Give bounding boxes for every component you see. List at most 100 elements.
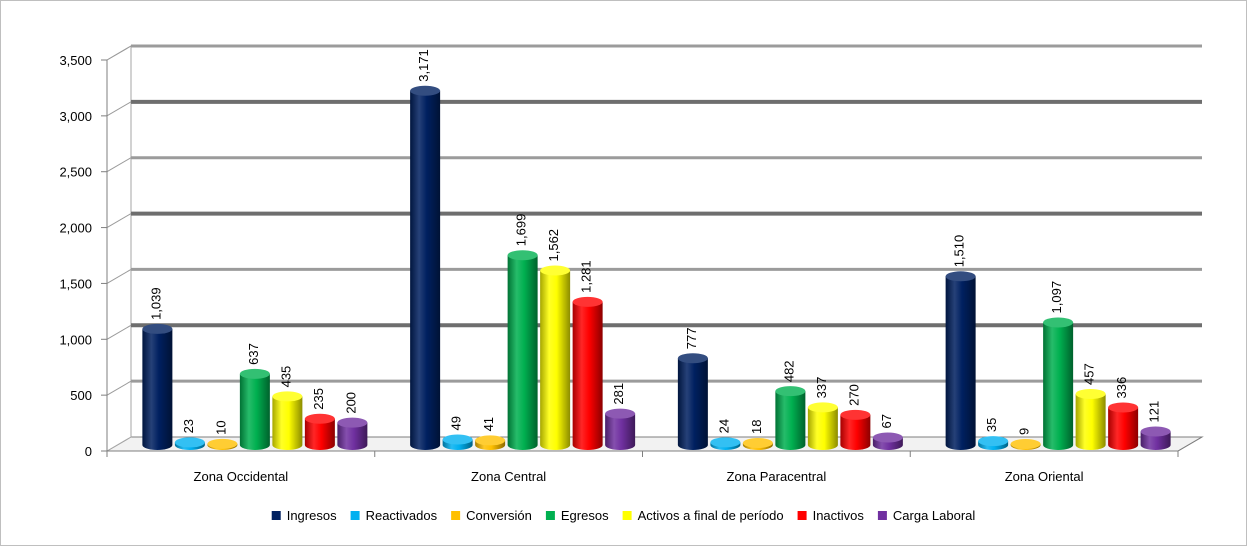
- legend-item: Activos a final de período: [622, 508, 784, 523]
- bar-body: [304, 418, 335, 450]
- gridline-side: [106, 157, 132, 173]
- bar-body: [605, 413, 636, 450]
- bar-cap: [540, 265, 571, 276]
- bar-cap: [572, 296, 603, 307]
- bar-inactivos: [304, 413, 335, 450]
- bar-cap: [304, 413, 335, 424]
- bar-cap: [840, 409, 871, 420]
- bar-body: [677, 358, 708, 450]
- bar-body: [272, 396, 303, 450]
- category-label: Zona Occidental: [194, 469, 289, 484]
- legend-label: Reactivados: [366, 508, 438, 523]
- data-label: 1,699: [514, 214, 529, 247]
- y-tick-label: 3,000: [59, 109, 92, 124]
- bar-ingresos: [142, 323, 173, 450]
- bar-cap: [742, 437, 773, 448]
- bar-activos-a-final-de-per-odo: [1075, 388, 1106, 450]
- data-label: 270: [846, 384, 861, 406]
- gridline-side: [106, 324, 132, 340]
- data-label: 281: [611, 383, 626, 405]
- legend-label: Ingresos: [287, 508, 337, 523]
- bar-inactivos: [572, 296, 603, 450]
- bar-cap: [174, 437, 205, 448]
- data-label: 235: [311, 388, 326, 410]
- bar-cap: [1075, 388, 1106, 399]
- y-tick-label: 0: [85, 444, 92, 459]
- bar-cap: [337, 417, 368, 428]
- bar-cap: [978, 436, 1009, 447]
- data-label: 1,097: [1049, 281, 1064, 314]
- legend-item: Egresos: [545, 508, 609, 523]
- data-label: 435: [278, 366, 293, 388]
- bar-cap: [775, 386, 806, 397]
- data-label: 200: [343, 392, 358, 414]
- bar-body: [572, 301, 603, 450]
- chart-walls: [105, 45, 1204, 452]
- data-label: 1,281: [579, 260, 594, 293]
- bar-body: [337, 422, 368, 450]
- bar-ingresos: [410, 85, 441, 450]
- x-axis-depth-line: [1177, 436, 1203, 452]
- bar-carga-laboral: [872, 432, 903, 450]
- bar-body: [1108, 407, 1139, 450]
- legend-item: Inactivos: [797, 508, 864, 523]
- bar-cap: [1043, 317, 1074, 328]
- legend-swatch: [622, 511, 632, 520]
- bar-activos-a-final-de-per-odo: [807, 402, 838, 450]
- data-label: 457: [1082, 363, 1097, 385]
- y-tick-label: 3,500: [59, 53, 92, 68]
- data-label: 49: [449, 416, 464, 430]
- legend-label: Conversión: [466, 508, 532, 523]
- legend-label: Egresos: [561, 508, 609, 523]
- chart-side-wall: [106, 45, 132, 452]
- legend-item: Conversión: [451, 508, 532, 523]
- y-tick-label: 1,500: [59, 276, 92, 291]
- x-axis: Zona Occidental Zona Central Zona Paracent…: [106, 436, 1203, 484]
- bar-reactivados: [978, 436, 1009, 450]
- bar-activos-a-final-de-per-odo: [540, 265, 571, 450]
- y-tick-label: 2,500: [59, 165, 92, 180]
- category-label: Zona Oriental: [1005, 469, 1084, 484]
- bar-egresos: [1043, 317, 1074, 450]
- gridlines: [106, 44, 1202, 396]
- data-label: 1,510: [952, 235, 967, 268]
- y-tick-label: 1,000: [59, 332, 92, 347]
- data-label: 777: [684, 327, 699, 349]
- gridline-side: [106, 101, 132, 117]
- bar-cap: [1140, 426, 1171, 437]
- legend-item: Ingresos: [271, 508, 337, 523]
- legend-label: Activos a final de período: [638, 508, 784, 523]
- legend-item: Carga Laboral: [877, 508, 975, 523]
- legend-item: Reactivados: [350, 508, 438, 523]
- bar-egresos: [239, 368, 270, 450]
- gridline-side: [106, 213, 132, 229]
- bar-body: [239, 373, 270, 450]
- bar-conversi-n: [1010, 438, 1041, 450]
- bar-body: [807, 407, 838, 450]
- data-label: 337: [814, 377, 829, 399]
- y-tick-label: 2,000: [59, 221, 92, 236]
- bar-cap: [1108, 402, 1139, 413]
- legend-swatch: [271, 511, 281, 520]
- bar-ingresos: [677, 353, 708, 450]
- bar-cap: [442, 434, 473, 445]
- data-label: 10: [213, 420, 228, 434]
- data-label: 336: [1114, 377, 1129, 399]
- data-label: 3,171: [416, 49, 431, 82]
- data-label: 24: [716, 419, 731, 433]
- bar-egresos: [507, 250, 538, 450]
- bar-cap: [207, 438, 238, 449]
- legend-swatch: [877, 511, 887, 520]
- bar-reactivados: [710, 437, 741, 450]
- bar-body: [1043, 322, 1074, 450]
- bar-body: [507, 255, 538, 450]
- gridline-side: [106, 268, 132, 284]
- legend-label: Carga Laboral: [893, 508, 975, 523]
- bar-cap: [239, 368, 270, 379]
- bar-cap: [710, 437, 741, 448]
- gridline-side: [106, 45, 132, 61]
- bar-cap: [507, 250, 538, 261]
- data-label: 9: [1017, 428, 1032, 435]
